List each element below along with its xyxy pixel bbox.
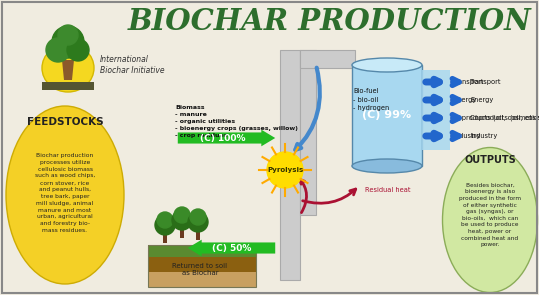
Text: Coproducts (oil, cosmetics): Coproducts (oil, cosmetics)	[453, 115, 539, 121]
Polygon shape	[180, 225, 184, 238]
Ellipse shape	[352, 58, 422, 72]
Circle shape	[188, 212, 208, 232]
Circle shape	[174, 207, 190, 223]
Text: Coproducts (oil, cosmetics): Coproducts (oil, cosmetics)	[470, 115, 539, 121]
Text: Residual heat: Residual heat	[365, 187, 411, 193]
FancyArrowPatch shape	[452, 133, 459, 139]
FancyArrowPatch shape	[295, 68, 320, 150]
Circle shape	[190, 209, 206, 225]
FancyArrowPatch shape	[178, 130, 275, 146]
Polygon shape	[163, 230, 167, 243]
Text: Industry: Industry	[453, 133, 480, 139]
Polygon shape	[196, 227, 200, 240]
Ellipse shape	[352, 159, 422, 173]
FancyBboxPatch shape	[148, 272, 256, 287]
Text: BIOCHAR PRODUCTION: BIOCHAR PRODUCTION	[128, 7, 532, 37]
Circle shape	[157, 212, 173, 228]
FancyBboxPatch shape	[422, 70, 450, 150]
Text: FEEDSTOCKS: FEEDSTOCKS	[27, 117, 103, 127]
FancyArrowPatch shape	[300, 179, 307, 213]
Text: Transport: Transport	[470, 79, 501, 85]
FancyArrowPatch shape	[452, 97, 459, 103]
Circle shape	[155, 215, 175, 235]
Text: OUTPUTS: OUTPUTS	[464, 155, 516, 165]
Text: Energy: Energy	[453, 97, 476, 103]
FancyBboxPatch shape	[42, 82, 94, 90]
Text: Industry: Industry	[470, 133, 497, 139]
Text: Biomass
- manure
- organic utilities
- bioenergy crops (grasses, willow)
- crop : Biomass - manure - organic utilities - b…	[175, 105, 298, 138]
FancyArrowPatch shape	[188, 240, 275, 256]
FancyArrowPatch shape	[303, 189, 356, 203]
Circle shape	[267, 152, 303, 188]
FancyArrowPatch shape	[426, 97, 439, 103]
Circle shape	[58, 25, 78, 45]
Text: Bio-fuel
- bio-oil
- hydrogen: Bio-fuel - bio-oil - hydrogen	[353, 88, 389, 111]
Circle shape	[172, 210, 192, 230]
Text: Biochar production
processes utilize
cellulosic biomass
such as wood chips,
corn: Biochar production processes utilize cel…	[35, 153, 95, 233]
Text: Besides biochar,
bioenergy is also
produced in the form
of either synthetic
gas : Besides biochar, bioenergy is also produ…	[459, 183, 521, 247]
Text: Energy: Energy	[470, 97, 493, 103]
Text: (C) 99%: (C) 99%	[362, 111, 412, 120]
FancyBboxPatch shape	[352, 65, 422, 166]
FancyArrowPatch shape	[426, 115, 439, 121]
Circle shape	[52, 26, 84, 58]
Circle shape	[46, 38, 70, 62]
Ellipse shape	[443, 148, 537, 293]
Text: (C) 100%: (C) 100%	[201, 134, 246, 142]
Polygon shape	[62, 60, 74, 80]
FancyArrowPatch shape	[452, 79, 459, 85]
Ellipse shape	[6, 106, 124, 284]
FancyBboxPatch shape	[300, 50, 355, 68]
FancyBboxPatch shape	[148, 257, 256, 272]
Text: (C) 50%: (C) 50%	[212, 243, 252, 253]
FancyArrowPatch shape	[426, 79, 439, 85]
FancyBboxPatch shape	[280, 50, 300, 280]
Text: Transport: Transport	[453, 79, 485, 85]
Text: International
Biochar Initiative: International Biochar Initiative	[100, 55, 164, 75]
Ellipse shape	[42, 44, 94, 92]
FancyBboxPatch shape	[300, 50, 316, 215]
FancyArrowPatch shape	[426, 133, 439, 139]
FancyArrowPatch shape	[452, 115, 459, 121]
Text: Returned to soil
as Biochar: Returned to soil as Biochar	[172, 263, 227, 276]
FancyBboxPatch shape	[148, 245, 256, 257]
Text: Pyrolysis: Pyrolysis	[267, 167, 303, 173]
Circle shape	[67, 39, 89, 61]
